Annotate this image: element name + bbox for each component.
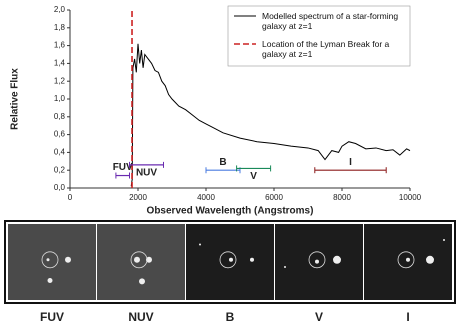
target-ring	[308, 251, 326, 269]
source	[229, 257, 233, 262]
band-label: V	[250, 171, 257, 182]
y-tick-label: 0,6	[54, 130, 66, 139]
x-tick-label: 2000	[129, 193, 147, 202]
image-panel	[8, 224, 96, 300]
source	[250, 257, 254, 262]
x-tick-label: 4000	[197, 193, 215, 202]
x-tick-label: 6000	[265, 193, 283, 202]
panel-label: B	[226, 310, 235, 324]
y-tick-label: 0,0	[54, 183, 66, 192]
source	[333, 255, 341, 264]
y-tick-label: 1,8	[54, 23, 66, 32]
target-ring	[41, 251, 59, 269]
source	[315, 259, 319, 264]
source	[443, 239, 445, 241]
panel-label: NUV	[128, 310, 153, 324]
panel-label: FUV	[40, 310, 64, 324]
panel-label: I	[406, 310, 409, 324]
y-tick-label: 1,6	[54, 41, 66, 50]
image-panel	[364, 224, 452, 300]
y-tick-label: 1,4	[54, 59, 66, 68]
image-panel	[97, 224, 185, 300]
y-tick-label: 0,2	[54, 165, 66, 174]
band-label: FUV	[113, 162, 133, 173]
source	[146, 256, 152, 263]
band-label: NUV	[136, 168, 157, 179]
y-axis-title: Relative Flux	[10, 68, 21, 130]
source	[47, 278, 53, 283]
y-tick-label: 2,0	[54, 5, 66, 14]
source	[139, 278, 145, 285]
source	[46, 258, 50, 262]
x-axis-title: Observed Wavelength (Angstroms)	[147, 206, 314, 217]
legend-label: Modelled spectrum of a star-forming gala…	[262, 11, 399, 31]
y-tick-label: 1,0	[54, 94, 66, 103]
target-ring	[219, 251, 237, 269]
source	[426, 255, 434, 264]
image-panel	[186, 224, 274, 300]
legend-label: Location of the Lyman Break for a galaxy…	[262, 39, 390, 59]
x-tick-label: 8000	[333, 193, 351, 202]
band-label: B	[219, 157, 226, 168]
source	[406, 257, 410, 262]
source	[284, 266, 286, 268]
y-tick-label: 0,8	[54, 112, 66, 121]
target-ring	[397, 251, 415, 269]
series-line	[130, 43, 411, 187]
target-ring	[130, 251, 148, 269]
band-label: I	[349, 157, 352, 168]
y-tick-label: 0,4	[54, 148, 66, 157]
legend-box	[227, 5, 411, 67]
image-panel	[275, 224, 363, 300]
source	[199, 243, 201, 246]
x-tick-label: 0	[68, 193, 73, 202]
y-tick-label: 1,2	[54, 76, 66, 85]
source	[134, 256, 140, 263]
source	[65, 256, 71, 263]
panel-label: V	[315, 310, 323, 324]
x-tick-label: 10000	[399, 193, 422, 202]
